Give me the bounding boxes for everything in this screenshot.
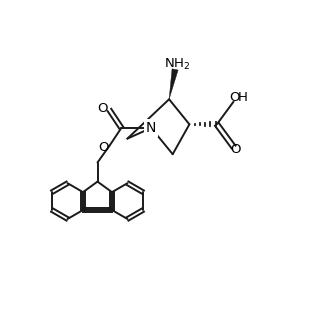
Text: NH$_2$: NH$_2$ bbox=[164, 57, 190, 72]
Text: O: O bbox=[229, 91, 240, 104]
Text: N: N bbox=[146, 121, 156, 135]
Polygon shape bbox=[169, 69, 178, 99]
Text: O: O bbox=[231, 143, 241, 156]
Text: O: O bbox=[98, 140, 108, 153]
Text: O: O bbox=[98, 102, 108, 115]
Text: H: H bbox=[238, 91, 248, 104]
